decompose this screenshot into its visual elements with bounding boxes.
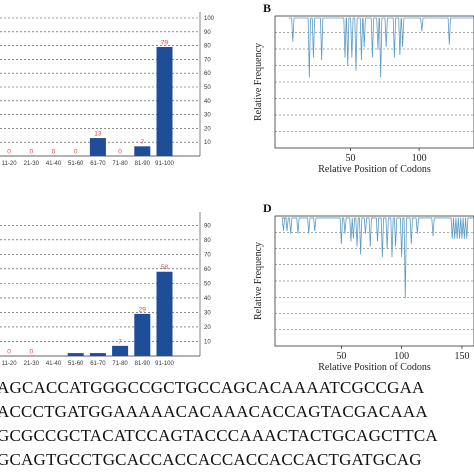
y-tick-label: 10 xyxy=(204,339,211,345)
y-tick-label: 50 xyxy=(204,85,211,91)
bar xyxy=(112,345,129,356)
y-tick-label: 40 xyxy=(204,296,211,302)
data-label: 13 xyxy=(94,131,102,138)
y-axis-title: Relative Frequency xyxy=(253,43,264,121)
y-tick-label: 40 xyxy=(204,99,211,105)
y-tick-label: 90 xyxy=(204,30,211,36)
data-label: 0 xyxy=(7,349,11,356)
x-tick-label: 50 xyxy=(336,351,346,362)
x-tick-label: 41-40 xyxy=(46,361,62,367)
data-label: 7 xyxy=(140,139,144,146)
bar-chart-c: 10 20 30 40 50 60 70 80 90 0 11-20 0 21-30 41-40 51-60… xyxy=(0,212,211,367)
data-label: 0 xyxy=(29,149,33,156)
x-tick-label: 11-20 xyxy=(2,161,18,167)
dna-sequence: AGCACCATGGGCCGCTGCCAGCACAAAATCGCCGAA ACC… xyxy=(0,376,474,474)
y-tick-label: 30 xyxy=(204,310,211,316)
sequence-line-4: GCAGTGCCTGCACCACCACCACCACCACTGATGCAG xyxy=(0,450,422,469)
frequency-line xyxy=(281,217,474,299)
data-label: 29 xyxy=(139,306,147,313)
x-tick-label: 71-80 xyxy=(112,161,128,167)
x-tick-label: 21-30 xyxy=(24,361,40,367)
y-tick-label: 80 xyxy=(204,238,211,244)
bar xyxy=(156,46,173,157)
x-tick-label: 41-40 xyxy=(46,161,62,167)
y-tick-label: 80 xyxy=(204,44,211,50)
data-label: 0 xyxy=(52,149,56,156)
x-tick-label: 100 xyxy=(412,153,427,164)
data-label: 0 xyxy=(29,349,33,356)
x-axis-title: Relative Position of Codons xyxy=(318,362,431,373)
y-tick-label: 30 xyxy=(204,113,211,119)
x-tick-label: 21-30 xyxy=(24,161,40,167)
frequency-line xyxy=(288,17,474,78)
x-tick-label: 61-70 xyxy=(90,161,106,167)
y-tick-label: 60 xyxy=(204,267,211,273)
y-tick-label: 90 xyxy=(204,223,211,229)
x-axis-title: Relative Position of Codons xyxy=(318,164,431,175)
x-tick-label: 81-90 xyxy=(135,361,151,367)
y-tick-label: 20 xyxy=(204,325,211,331)
y-tick-label: 70 xyxy=(204,57,211,63)
x-tick-label: 51-60 xyxy=(68,161,84,167)
chart-panel-a: 10 20 30 40 50 60 70 80 90 100 0 11-20 0 21-30 0 41-40 0… xyxy=(0,0,225,170)
y-axis-title: Relative Frequency xyxy=(253,242,264,320)
x-tick-label: 81-90 xyxy=(135,161,151,167)
x-tick-label: 51-60 xyxy=(68,361,84,367)
bar xyxy=(89,138,106,156)
bar xyxy=(156,271,173,356)
bar xyxy=(134,313,151,356)
panel-letter: D xyxy=(263,201,272,215)
bar xyxy=(134,146,151,156)
y-tick-label: 10 xyxy=(204,140,211,146)
data-label: 7 xyxy=(118,338,122,345)
x-tick-label: 61-70 xyxy=(90,361,106,367)
x-tick-label: 100 xyxy=(394,351,409,362)
data-label: 58 xyxy=(161,264,169,271)
y-tick-label: 50 xyxy=(204,281,211,287)
chart-panel-c: 10 20 30 40 50 60 70 80 90 0 11-20 0 21-30 41-40 51-60… xyxy=(0,200,225,370)
bar xyxy=(89,353,106,356)
x-tick-label: 50 xyxy=(345,153,355,164)
x-tick-label: 11-20 xyxy=(2,361,18,367)
data-label: 0 xyxy=(74,149,78,156)
bar xyxy=(67,353,84,356)
y-tick-label: 70 xyxy=(204,252,211,258)
y-tick-label: 20 xyxy=(204,126,211,132)
y-tick-label: 100 xyxy=(204,16,215,22)
sequence-line-2: ACCCTGATGGAAAAACACAAACACCAGTACGACAAA xyxy=(0,402,428,421)
x-tick-label: 91-100 xyxy=(155,161,174,167)
panel-letter: B xyxy=(263,1,271,15)
y-tick-label: 60 xyxy=(204,71,211,77)
sequence-line-3: GCGCCGCTACATCCAGTACCCAAACTACTGCAGCTTCA xyxy=(0,426,438,445)
data-label: 0 xyxy=(118,149,122,156)
bar-chart-a: 102030405060708090100011-20021-30041-400… xyxy=(0,12,215,167)
chart-panel-d: 50 100 150 Relative Position of Codons Relat… xyxy=(245,196,474,376)
x-tick-label: 91-100 xyxy=(155,361,174,367)
data-label: 79 xyxy=(161,39,169,46)
chart-panel-b: 50 100 Relative Position of Codons Relative… xyxy=(245,0,474,178)
data-label: 0 xyxy=(7,149,11,156)
x-tick-label: 150 xyxy=(454,351,469,362)
x-tick-label: 71-80 xyxy=(112,361,128,367)
frequency-chart-d: 50 100 150 Relative Position of Codons Relat… xyxy=(253,201,474,373)
sequence-line-1: AGCACCATGGGCCGCTGCCAGCACAAAATCGCCGAA xyxy=(0,378,425,397)
